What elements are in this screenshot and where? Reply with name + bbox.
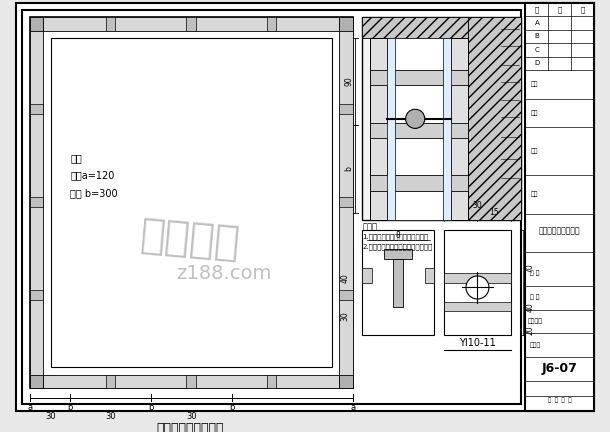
Text: b: b: [148, 403, 154, 412]
Text: 制图: 制图: [531, 192, 539, 197]
Bar: [340, 105, 353, 114]
Bar: [444, 302, 511, 311]
Bar: [340, 197, 353, 207]
Bar: [393, 259, 403, 307]
Bar: [387, 38, 451, 220]
Bar: [51, 38, 332, 367]
Text: 量: 量: [558, 6, 562, 13]
Bar: [30, 17, 353, 388]
Bar: [30, 17, 43, 31]
Text: z188.com: z188.com: [176, 264, 271, 283]
Bar: [370, 38, 387, 220]
Bar: [340, 17, 353, 31]
Text: 校对: 校对: [531, 110, 539, 116]
Bar: [384, 249, 412, 259]
Bar: [443, 38, 451, 220]
Bar: [106, 375, 115, 388]
Text: 注：: 注：: [70, 153, 82, 163]
Text: B: B: [534, 33, 539, 39]
Text: 2.严格按施工工艺按图像要求施工。: 2.严格按施工工艺按图像要求施工。: [362, 243, 433, 250]
Text: C: C: [534, 47, 539, 53]
Text: 30: 30: [106, 412, 116, 421]
Bar: [267, 17, 276, 31]
Text: 1.施工工艺按图施工，制作精度，: 1.施工工艺按图施工，制作精度，: [362, 234, 429, 241]
Text: 40: 40: [526, 302, 535, 311]
Bar: [370, 175, 468, 191]
Text: 铝合金压板安装详图: 铝合金压板安装详图: [539, 226, 581, 235]
Bar: [186, 17, 196, 31]
Text: 土木在线: 土木在线: [138, 214, 242, 265]
Bar: [387, 38, 395, 220]
Text: J6-07: J6-07: [542, 362, 578, 375]
Text: 70: 70: [526, 264, 535, 273]
Text: 30: 30: [186, 412, 197, 421]
Text: 核: 核: [535, 6, 539, 13]
Text: 设计: 设计: [531, 82, 539, 87]
Bar: [30, 290, 43, 300]
Bar: [30, 17, 353, 31]
Text: 说明：: 说明：: [362, 222, 378, 231]
Text: 比 例: 比 例: [530, 270, 540, 276]
Bar: [186, 375, 196, 388]
Text: 铝合金压板安装组图: 铝合金压板安装组图: [156, 422, 224, 432]
Bar: [370, 123, 468, 138]
Text: 第  页  共  页: 第 页 共 页: [548, 398, 572, 403]
Text: b: b: [229, 403, 234, 412]
Bar: [23, 10, 520, 404]
Bar: [340, 375, 353, 388]
Text: 日 期: 日 期: [530, 294, 540, 300]
Text: 90: 90: [345, 76, 354, 86]
Bar: [30, 197, 43, 207]
Text: 审核: 审核: [531, 149, 539, 154]
Bar: [444, 230, 511, 335]
Bar: [362, 268, 372, 283]
Bar: [425, 268, 434, 283]
Text: 缝隙a=120: 缝隙a=120: [70, 171, 115, 181]
Text: 间距 b=300: 间距 b=300: [70, 188, 118, 198]
Text: 8: 8: [395, 231, 400, 240]
Text: 30: 30: [473, 200, 483, 210]
Bar: [267, 375, 276, 388]
Text: 40: 40: [341, 273, 350, 283]
Text: 单: 单: [581, 6, 585, 13]
Text: a: a: [27, 403, 32, 412]
Text: A: A: [534, 20, 539, 26]
Text: b: b: [345, 166, 354, 171]
Text: 20: 20: [526, 326, 535, 335]
Bar: [340, 290, 353, 300]
Circle shape: [466, 276, 489, 299]
Circle shape: [406, 109, 425, 128]
Bar: [362, 17, 468, 38]
Bar: [340, 17, 353, 388]
Bar: [444, 273, 511, 283]
Bar: [468, 17, 520, 220]
Bar: [30, 17, 43, 388]
Text: 15: 15: [489, 208, 498, 217]
Text: 30: 30: [45, 412, 56, 421]
Bar: [525, 3, 594, 411]
Text: b: b: [68, 403, 73, 412]
Text: 15: 15: [456, 208, 465, 217]
Text: 施工图: 施工图: [529, 342, 540, 348]
Text: a: a: [350, 403, 356, 412]
Text: YI10-11: YI10-11: [459, 338, 496, 348]
Bar: [370, 70, 468, 85]
Bar: [362, 230, 434, 335]
Text: 设计阶段: 设计阶段: [528, 318, 542, 324]
Bar: [362, 17, 520, 220]
Bar: [30, 105, 43, 114]
Text: 30: 30: [341, 311, 350, 321]
Bar: [106, 17, 115, 31]
Bar: [451, 38, 468, 220]
Bar: [30, 375, 43, 388]
Text: D: D: [534, 60, 539, 66]
Bar: [30, 375, 353, 388]
